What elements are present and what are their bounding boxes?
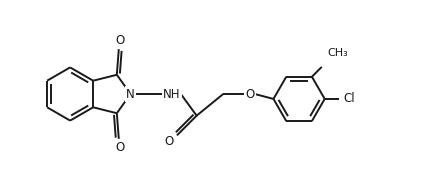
Text: Cl: Cl bbox=[343, 92, 355, 105]
Text: O: O bbox=[164, 135, 174, 148]
Text: N: N bbox=[126, 87, 135, 101]
Text: NH: NH bbox=[163, 87, 181, 101]
Text: CH₃: CH₃ bbox=[328, 48, 348, 58]
Text: O: O bbox=[245, 87, 254, 101]
Text: O: O bbox=[115, 141, 124, 154]
Text: O: O bbox=[115, 34, 124, 47]
